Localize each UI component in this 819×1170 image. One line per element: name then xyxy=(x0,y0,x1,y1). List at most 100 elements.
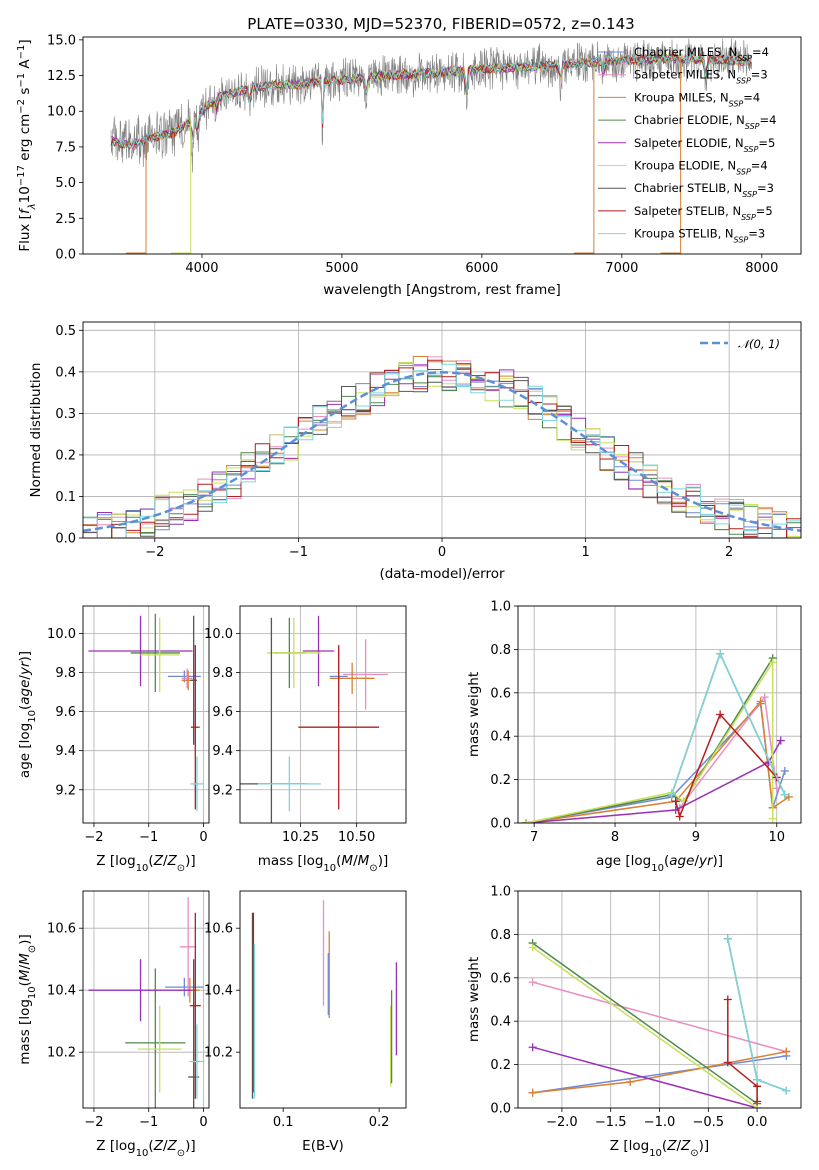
frame-age-Z: −2 −1 09.29.49.69.810.0Z [log10(Z/Z⊙)]age … xyxy=(17,605,210,874)
mass-weight-line xyxy=(532,942,758,1105)
x-axis-label-part: )] xyxy=(185,853,196,869)
y-tick-label: 15.0 xyxy=(47,33,76,48)
mass-weight-marker xyxy=(768,658,777,667)
x-axis-label-part: Z xyxy=(167,1138,178,1154)
y-tick-label: 10.2 xyxy=(204,1046,233,1061)
x-axis-label-part: ( xyxy=(148,853,153,869)
y-tick-label: 10.4 xyxy=(47,984,76,999)
y-tick-label: 9.6 xyxy=(212,705,233,720)
legend-label-name: Salpeter STELIB, N xyxy=(634,204,741,218)
mass-weight-marker xyxy=(768,814,777,823)
legend-label: Salpeter STELIB, NSSP=5 xyxy=(634,204,773,222)
mass-weight-marker xyxy=(675,812,684,821)
y-axis-label-part: s xyxy=(17,88,33,99)
x-tick-label: 0 xyxy=(199,830,207,845)
x-axis-label-part: E(B-V) xyxy=(302,1138,344,1154)
y-axis-label: Normed distribution xyxy=(28,363,44,498)
x-tick-label: −2.0 xyxy=(546,1115,578,1130)
mass-weight-marker xyxy=(528,978,537,987)
mass-weight-marker xyxy=(716,649,725,658)
x-axis-label: Z [log10(Z/Z⊙)] xyxy=(96,1138,195,1159)
mass-weight-marker xyxy=(528,943,537,952)
mass-weight-marker xyxy=(756,697,765,706)
y-axis-label-part: mass [log xyxy=(17,999,33,1065)
y-axis-label-part: / xyxy=(17,964,33,969)
y-tick-label: 0.2 xyxy=(490,773,511,788)
normal-curve xyxy=(83,371,801,532)
legend-label: Salpeter ELODIE, NSSP=5 xyxy=(634,136,775,154)
x-tick-label: −0.5 xyxy=(693,1115,725,1130)
legend-label-count: =3 xyxy=(748,227,765,241)
frame-spectrum: 4000 5000 6000 7000 8000 0.0 2.5 5.0 7.5 10.0 12.5… xyxy=(16,33,802,298)
y-axis-label-part: −1 xyxy=(16,73,27,88)
y-tick-label: 10.4 xyxy=(204,984,233,999)
x-axis-label-part: / xyxy=(676,1138,681,1154)
y-axis-label-part: M xyxy=(17,953,33,965)
y-tick-label: 10.6 xyxy=(47,922,76,937)
mass-weight-marker xyxy=(753,1097,762,1106)
legend-label-name: Kroupa MILES, N xyxy=(634,90,729,104)
legend-label-name: Salpeter MILES, N xyxy=(634,68,736,82)
x-tick-label: 1 xyxy=(581,545,589,560)
legend-label-sub: SSP xyxy=(729,99,744,108)
axes-frame xyxy=(82,36,802,255)
y-tick-label: 0.2 xyxy=(55,448,76,463)
x-axis-label-part: Z [log xyxy=(96,853,135,869)
y-tick-label: 9.8 xyxy=(55,666,76,681)
legend-label-count: =4 xyxy=(752,45,769,59)
plot-area-age-mass xyxy=(240,615,389,823)
y-tick-label: 9.4 xyxy=(55,744,76,759)
x-axis-label-part: Z [log xyxy=(610,1138,649,1154)
mass-weight-marker xyxy=(723,1058,732,1067)
x-tick-label: 10.50 xyxy=(338,830,375,845)
axes-frame xyxy=(82,890,210,1109)
x-axis-label-part: ⊙ xyxy=(177,1148,185,1159)
x-axis-label: Z [log10(Z/Z⊙)] xyxy=(610,1138,709,1159)
plot-area-age-Z xyxy=(88,613,204,812)
x-tick-label: 10 xyxy=(768,830,785,845)
y-tick-label: 12.5 xyxy=(47,69,76,84)
x-axis-label-part: ( xyxy=(664,853,669,869)
y-axis-label-part: M xyxy=(17,969,33,981)
y-axis-label-part: Flux [ xyxy=(17,214,33,252)
y-axis-label-part: 10 xyxy=(17,186,33,203)
y-tick-label: 9.4 xyxy=(212,744,233,759)
legend-label-name: Chabrier STELIB, N xyxy=(634,181,742,195)
mass-weight-marker xyxy=(760,693,769,702)
y-tick-label: 5.0 xyxy=(55,176,76,191)
plot-area-residuals xyxy=(83,356,801,538)
y-tick-label: 9.8 xyxy=(212,666,233,681)
mass-weight-line xyxy=(674,713,778,819)
y-tick-label: 1.0 xyxy=(490,885,511,900)
mass-weight-marker xyxy=(784,792,793,801)
mass-weight-line xyxy=(526,740,782,823)
mass-weight-line xyxy=(525,657,774,823)
x-axis-label-part: )] xyxy=(699,1138,710,1154)
x-axis-label-part: )] xyxy=(185,1138,196,1154)
mass-weight-marker xyxy=(753,1075,762,1084)
mass-weight-line xyxy=(532,946,758,1108)
x-tick-label: −1 xyxy=(139,830,158,845)
y-axis-label-part: / xyxy=(17,675,33,680)
axes-mass-Z: −2 −1 010.210.410.6Z [log10(Z/Z⊙)]mass [lo… xyxy=(17,890,210,1159)
axes-frame xyxy=(82,605,210,824)
x-tick-label: −2 xyxy=(84,1115,103,1130)
y-tick-label: 0.8 xyxy=(490,643,511,658)
legend-label: Kroupa MILES, NSSP=4 xyxy=(634,90,760,108)
plot-area-mw-age xyxy=(522,649,793,823)
x-tick-label: −2 xyxy=(84,830,103,845)
mass-weight-line xyxy=(727,999,758,1102)
y-axis-label-part: yr xyxy=(17,660,33,676)
legend-label: Chabrier STELIB, NSSP=3 xyxy=(634,181,774,199)
x-axis-label-part: / xyxy=(163,1138,168,1154)
y-tick-label: 0.4 xyxy=(490,1015,511,1030)
legend-label: Salpeter MILES, NSSP=3 xyxy=(634,68,768,86)
legend-label-count: =3 xyxy=(757,181,774,195)
mass-weight-marker xyxy=(667,790,676,799)
legend-label: Kroupa ELODIE, NSSP=4 xyxy=(634,159,768,177)
y-axis-label: age [log10(age/yr)] xyxy=(17,651,38,778)
x-axis-label: Z [log10(Z/Z⊙)] xyxy=(96,853,195,874)
mass-weight-marker xyxy=(671,797,680,806)
mass-weight-line xyxy=(532,1055,787,1094)
